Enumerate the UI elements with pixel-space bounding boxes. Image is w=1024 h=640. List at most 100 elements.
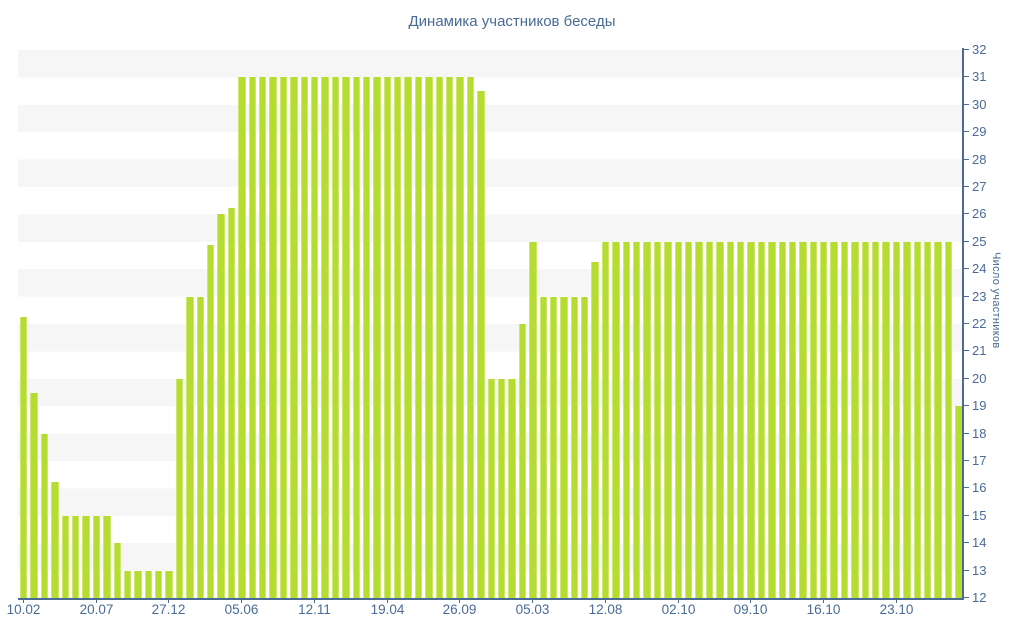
bar[interactable] [414,77,423,598]
bar[interactable] [913,241,921,598]
bar[interactable] [955,406,963,598]
bar[interactable] [352,77,360,598]
bar[interactable] [30,392,38,598]
bar[interactable] [123,570,132,598]
bar[interactable] [633,241,641,598]
bar[interactable] [394,77,402,598]
bar[interactable] [508,378,516,598]
bar[interactable] [92,515,101,598]
x-tick-label: 27.12 [151,602,186,617]
bar[interactable] [446,77,454,598]
bar[interactable] [269,77,277,598]
bar[interactable] [71,515,80,598]
bar[interactable] [258,77,267,598]
bar[interactable] [757,241,766,598]
bar[interactable] [778,241,786,598]
bar[interactable] [425,77,433,598]
bar[interactable] [207,244,215,598]
bar[interactable] [882,241,890,598]
bar[interactable] [768,241,776,598]
bar[interactable] [290,77,298,598]
bar[interactable] [373,77,381,598]
y-tick-mark [964,405,969,407]
y-tick-label: 29 [972,124,987,140]
bar[interactable] [622,241,631,598]
bar[interactable] [726,241,734,598]
bar[interactable] [518,324,527,598]
bar[interactable] [155,570,163,598]
x-tick-label: 20.07 [79,602,114,617]
bar[interactable] [20,317,28,598]
bar[interactable] [144,570,153,598]
bar[interactable] [61,515,69,598]
bar[interactable] [196,296,205,598]
bar[interactable] [830,241,838,598]
bar[interactable] [51,481,59,598]
bar[interactable] [747,241,755,598]
bar[interactable] [570,296,579,598]
bar[interactable] [40,433,49,598]
bar[interactable] [695,241,703,598]
bar[interactable] [435,77,444,598]
bar[interactable] [840,241,849,598]
bar[interactable] [134,570,142,598]
bar[interactable] [903,241,911,598]
bar[interactable] [466,77,475,598]
bar[interactable] [674,241,682,598]
bar[interactable] [248,77,256,598]
bar[interactable] [217,214,225,598]
bar[interactable] [861,241,870,598]
bar[interactable] [934,241,942,598]
bar[interactable] [310,77,319,598]
bar[interactable] [872,241,880,598]
bar[interactable] [591,262,599,598]
bar[interactable] [300,77,308,598]
bar[interactable] [238,77,246,598]
bar[interactable] [653,241,662,598]
x-tick-mark [386,598,388,603]
bar[interactable] [362,77,371,598]
bar[interactable] [321,77,329,598]
bar[interactable] [820,241,828,598]
x-tick-mark [822,598,824,603]
bar[interactable] [601,241,610,598]
bar[interactable] [456,77,464,598]
bar[interactable] [581,296,589,598]
bar[interactable] [539,296,547,598]
bar[interactable] [279,77,288,598]
bar[interactable] [497,378,506,598]
bar[interactable] [705,241,714,598]
bar[interactable] [477,91,485,598]
bar[interactable] [113,543,121,598]
bar[interactable] [227,207,236,598]
y-tick-mark [964,131,969,133]
bar[interactable] [383,77,392,598]
bar[interactable] [331,77,340,598]
bar[interactable] [549,296,558,598]
bar[interactable] [643,241,651,598]
bar[interactable] [716,241,724,598]
bar[interactable] [342,77,350,598]
bar[interactable] [851,241,859,598]
bar[interactable] [685,241,693,598]
y-tick-mark [964,514,969,516]
bar[interactable] [664,241,672,598]
bar[interactable] [612,241,620,598]
y-tick-label: 32 [972,42,987,58]
bar[interactable] [165,570,173,598]
bar[interactable] [186,296,194,598]
bar[interactable] [736,241,745,598]
bar[interactable] [560,296,568,598]
bar[interactable] [809,241,818,598]
bar[interactable] [404,77,412,598]
bar[interactable] [944,241,953,598]
bar[interactable] [103,515,111,598]
bar[interactable] [799,241,807,598]
bar[interactable] [529,241,537,598]
bar[interactable] [788,241,797,598]
bar[interactable] [487,378,495,598]
bar[interactable] [892,241,901,598]
bar[interactable] [175,378,184,598]
bar[interactable] [923,241,932,598]
bar[interactable] [82,515,90,598]
